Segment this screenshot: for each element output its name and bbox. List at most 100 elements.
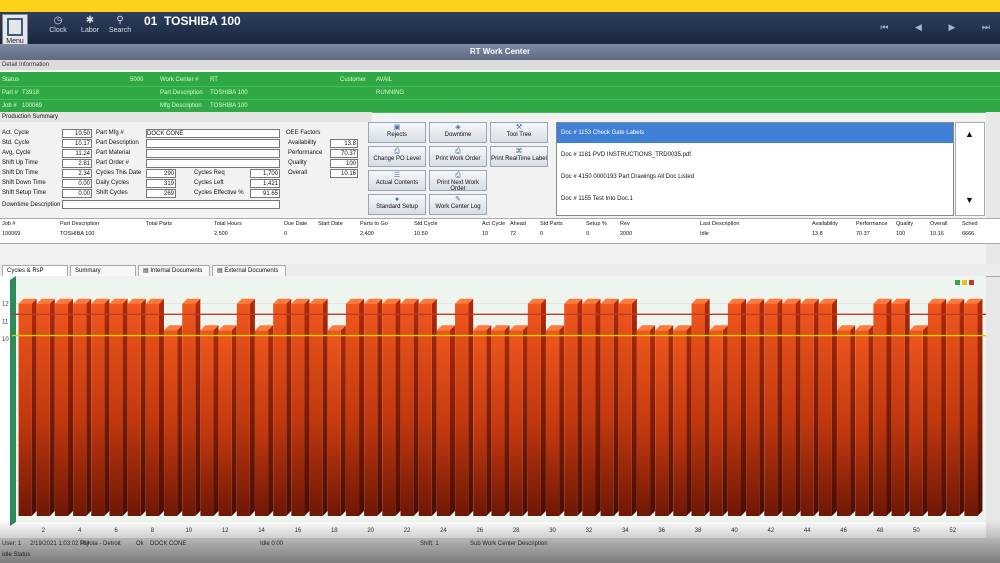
bar <box>455 298 474 516</box>
tab-internal-documents[interactable]: ▤ Internal Documents <box>138 265 210 276</box>
table-cell: Idle <box>700 231 709 237</box>
bar <box>837 325 856 516</box>
metric-label: Act. Cycle <box>2 130 30 136</box>
job-table: Job # Part Description Total Parts Total Ho… <box>0 218 1000 244</box>
y-axis-wall <box>10 276 16 526</box>
document-item[interactable]: Doc # 1181 PVD INSTRUCTIONS_TRD0035.pdf <box>561 152 691 158</box>
column-header: Due Date <box>284 221 308 227</box>
bar <box>36 298 55 516</box>
table-cell: TOSHIBA 100 <box>60 231 95 237</box>
labor-icon: ✱ <box>85 15 95 26</box>
action-buttons: ▣ Rejects ◈ Downtime ⚒ Tool Tree ⎙ Change PO… <box>368 122 553 216</box>
column-header: Parts to Go <box>360 221 388 227</box>
table-cell: 6666 <box>962 231 975 237</box>
window-title: RT Work Center <box>0 44 1000 60</box>
info-value: AVAIL <box>376 77 393 83</box>
bar <box>200 325 219 516</box>
column-header: Setup % <box>586 221 607 227</box>
status-item: Idle 0:00 <box>260 541 284 547</box>
tab-summary[interactable]: Summary <box>70 265 136 276</box>
info-value: RUNNING <box>376 90 404 96</box>
standard-setup-button[interactable]: ● Standard Setup <box>368 194 426 215</box>
x-tick-label: 2 <box>42 528 46 534</box>
summary-title: Production Summary <box>0 112 372 122</box>
status-item: User: 1 <box>2 541 22 547</box>
info-value: T3918 <box>22 90 40 96</box>
print-next-work-order-button[interactable]: ⎙ Print Next Work Order <box>429 170 487 192</box>
metric-label: Part Mfg # <box>96 130 124 136</box>
tool-tree-button[interactable]: ⚒ Tool Tree <box>490 122 548 143</box>
bar <box>145 298 164 516</box>
table-cell: 0 <box>284 231 288 237</box>
column-header: Start Date <box>318 221 343 227</box>
column-header: Sched <box>962 221 978 227</box>
print-realtime-label-button[interactable]: ⌘ Print RealTime Label <box>490 146 548 167</box>
column-header: Std Parts <box>540 221 563 227</box>
work-center-log-button[interactable]: ✎ Work Center Log <box>429 194 487 215</box>
cycle-chart: 2 4 6 8 10 12 14 16 18 20 22 24 26 28 30 32 34 36 38 40 42 44… <box>0 276 986 538</box>
first-record-icon[interactable]: ⏮ <box>880 22 889 32</box>
downtime-description-field[interactable] <box>62 200 280 209</box>
actual-contents-button[interactable]: ☰ Actual Contents <box>368 170 426 191</box>
right-scrollbar[interactable] <box>986 112 1000 563</box>
bar <box>946 298 965 516</box>
doc-icon: ▤ <box>143 268 151 274</box>
document-item[interactable]: Doc # 1155 Test Into Doc.1 <box>561 196 633 202</box>
metric-label: Shift Down Time <box>2 180 46 186</box>
table-cell: 100069 <box>2 231 21 237</box>
oee-label: Performance <box>288 150 323 156</box>
part-material-field <box>146 149 280 158</box>
status-item: Sub Work Center Description <box>470 541 548 547</box>
prev-record-icon[interactable]: ◀ <box>915 22 922 32</box>
tab-external-documents[interactable]: ▤ External Documents <box>212 265 286 276</box>
info-label: Part Description <box>160 90 203 96</box>
scroll-up-icon[interactable]: ▲ <box>965 129 974 139</box>
y-tick-label: 10 <box>2 337 9 343</box>
clock-button[interactable]: ◷ Clock <box>44 15 72 34</box>
change-po-level-button[interactable]: ⎙ Change PO Level <box>368 146 426 167</box>
metric-label: Daily Cycles <box>96 180 130 186</box>
column-header: Availability <box>812 221 838 227</box>
top-accent-bar <box>0 0 1000 12</box>
info-label: Status <box>2 77 20 83</box>
oee-label: Quality <box>288 160 307 166</box>
column-header: Total Parts <box>146 221 172 227</box>
table-cell: 0 <box>586 231 590 237</box>
next-record-icon[interactable]: ▶ <box>948 22 956 32</box>
metric-label: Shift Up Time <box>2 160 39 166</box>
downtime-button[interactable]: ◈ Downtime <box>429 122 487 143</box>
x-tick-label: 46 <box>840 528 847 534</box>
metric-value: 2.81 <box>62 159 92 168</box>
metric-value: 11.24 <box>62 149 92 158</box>
document-item[interactable]: Doc # 1153 Check Gate Labels <box>557 123 953 143</box>
legend-swatch <box>962 280 967 285</box>
oee-label: Availability <box>288 140 317 146</box>
metric-value: 290 <box>146 169 176 178</box>
bar <box>218 325 237 516</box>
bar <box>364 298 383 516</box>
x-tick-label: 28 <box>513 528 520 534</box>
table-cell: 100 <box>896 231 906 237</box>
search-button[interactable]: ⚲ Search <box>106 15 134 34</box>
metric-value: 1,421 <box>250 179 280 188</box>
info-value: TOSHIBA 100 <box>210 103 248 109</box>
tab-label: External Documents <box>224 268 279 274</box>
oee-title: OEE Factors <box>286 130 321 136</box>
info-label: Job # <box>2 103 17 109</box>
x-tick-label: 52 <box>949 528 956 534</box>
status-bar: User: 1 2/19/2021 1:03:02 PM Toyota - Detr… <box>0 538 1000 563</box>
rejects-button[interactable]: ▣ Rejects <box>368 122 426 143</box>
tab-cycles[interactable]: Cycles & RsP <box>2 265 68 276</box>
last-record-icon[interactable]: ⏭ <box>981 22 990 32</box>
print-work-order-button[interactable]: ⎙ Print Work Order <box>429 146 487 167</box>
document-item[interactable]: Doc # 4150 0000193 Part Drawings All Doc… <box>561 174 695 180</box>
bar <box>509 325 528 516</box>
bar <box>291 298 310 516</box>
column-header: Std Cycle <box>414 221 438 227</box>
metric-label: Part Order # <box>96 160 130 166</box>
scroll-down-icon[interactable]: ▼ <box>965 195 974 205</box>
bar <box>254 325 274 516</box>
labor-button[interactable]: ✱ Labor <box>76 15 104 34</box>
production-summary: Act. Cycle Std. Cycle Avg. Cycle Shift U… <box>0 124 365 218</box>
oee-value: 100 <box>330 159 358 168</box>
